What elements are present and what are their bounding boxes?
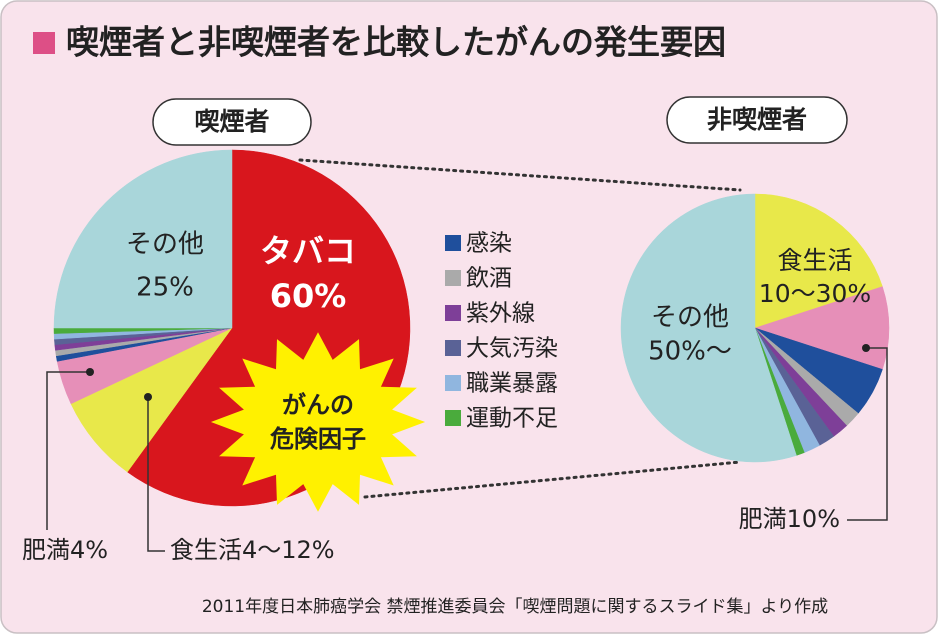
- category: 肥満: [739, 505, 787, 533]
- legend-label: 大気汚染: [466, 336, 558, 362]
- legend-swatch: [445, 340, 461, 356]
- slice-label: タバコ: [260, 232, 356, 270]
- slice-value: 60%: [270, 277, 347, 315]
- slice-value: 25%: [136, 273, 194, 303]
- slice-label: その他: [651, 303, 729, 333]
- connector: [363, 460, 742, 499]
- legend-swatch: [445, 410, 461, 426]
- legend-swatch: [445, 235, 461, 251]
- slice-label: 食生活4〜12%: [170, 536, 335, 564]
- value: 10%: [787, 505, 840, 533]
- leader-dot: [144, 393, 152, 401]
- legend-swatch: [445, 270, 461, 286]
- slice-label: 食生活: [777, 246, 852, 275]
- legend-label: 紫外線: [466, 301, 535, 327]
- annotation: 危険因子: [270, 425, 366, 453]
- legend-label: 運動不足: [466, 406, 558, 432]
- category: 食生活: [170, 536, 242, 564]
- title-marker: [33, 32, 55, 54]
- leader-line: [147, 397, 165, 552]
- legend-swatch: [445, 375, 461, 391]
- pie-slice: [620, 193, 797, 463]
- legend-label: 飲酒: [466, 266, 512, 292]
- pie-title-box: [152, 98, 312, 146]
- title: 喫煙者と非喫煙者を比較したがんの発生要因: [66, 23, 726, 62]
- pie-slice: [53, 149, 233, 329]
- pie-title: 喫煙者: [194, 107, 269, 136]
- leader-line: [46, 371, 90, 530]
- pie-title-box: [666, 96, 848, 144]
- legend-label: 感染: [466, 231, 512, 257]
- slice-value: 50%〜: [648, 337, 732, 367]
- leader-dot: [862, 344, 870, 352]
- leader-line: [847, 347, 888, 521]
- source: 2011年度日本肺癌学会 禁煙推進委員会「喫煙問題に関するスライド集」より作成: [202, 597, 828, 617]
- slice-label: 肥満10%: [739, 505, 840, 533]
- slice-label: その他: [126, 230, 204, 260]
- value: 4〜12%: [242, 536, 335, 564]
- burst: [210, 332, 426, 512]
- pie-slice: [754, 193, 883, 329]
- leader-dot: [86, 368, 94, 376]
- slice-value: 10〜30%: [759, 279, 871, 308]
- pie-slice: [70, 327, 233, 473]
- slice-label: 肥満4%: [22, 536, 108, 564]
- pie: [620, 193, 890, 463]
- legend-swatch: [445, 305, 461, 321]
- legend-label: 職業暴露: [466, 371, 558, 397]
- annotation: がんの: [282, 391, 354, 419]
- value: 4%: [70, 536, 108, 564]
- category: 肥満: [22, 536, 70, 564]
- pie-title: 非喫煙者: [707, 105, 807, 134]
- pie-slice: [754, 286, 890, 370]
